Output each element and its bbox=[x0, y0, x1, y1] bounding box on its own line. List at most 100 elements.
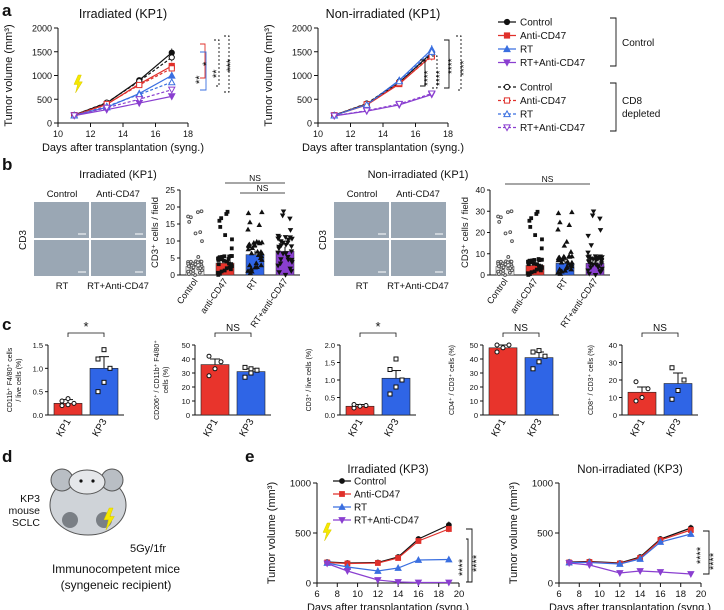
x-tick-label: 12 bbox=[373, 589, 384, 600]
data-point bbox=[246, 262, 253, 268]
mouse-label: KP3 bbox=[20, 493, 40, 505]
data-point bbox=[415, 538, 422, 544]
data-point bbox=[374, 577, 382, 584]
micrograph-label: Anti-CD47 bbox=[96, 189, 140, 200]
micrograph-label: RT+Anti-CD47 bbox=[87, 281, 149, 292]
sig-star: **** bbox=[457, 558, 469, 576]
data-point bbox=[564, 258, 571, 264]
chart-irradiated-kp1: 0 500 1000 1500 2000 10 12 14 16 18 Irradiated (KP… bbox=[3, 7, 237, 154]
sig-label: NS bbox=[257, 183, 269, 193]
data-point bbox=[59, 403, 65, 409]
sig-star: **** bbox=[695, 546, 707, 564]
data-point bbox=[285, 257, 292, 263]
data-point bbox=[633, 379, 639, 385]
data-point bbox=[669, 365, 675, 371]
x-tick-label: 12 bbox=[85, 129, 95, 139]
data-point bbox=[500, 345, 506, 351]
data-point bbox=[248, 250, 255, 256]
data-point bbox=[280, 251, 286, 257]
data-point bbox=[393, 384, 399, 390]
y-axis-label: cells (%) bbox=[163, 367, 170, 394]
y-tick-label: 10 bbox=[166, 236, 176, 246]
data-point bbox=[206, 353, 212, 359]
x-tick-label: KP3 bbox=[91, 417, 110, 439]
x-tick-label: 14 bbox=[635, 589, 646, 600]
data-point bbox=[223, 233, 228, 237]
data-point bbox=[501, 268, 505, 273]
y-axis-label: CD3⁺ / live cells (%) bbox=[305, 349, 313, 412]
legend-bracket bbox=[610, 17, 617, 67]
data-point bbox=[249, 268, 255, 274]
sig-bracket bbox=[432, 55, 438, 89]
data-point bbox=[216, 272, 221, 277]
data-point bbox=[248, 370, 254, 376]
y-tick-label: 0 bbox=[170, 270, 175, 280]
x-tick-label: KP3 bbox=[526, 417, 545, 439]
y-tick-label: 20 bbox=[609, 376, 617, 385]
data-point bbox=[193, 262, 198, 267]
y-tick-label: 50 bbox=[470, 341, 478, 350]
y-tick-label: 0 bbox=[548, 579, 553, 590]
data-point bbox=[59, 398, 65, 404]
data-point bbox=[195, 210, 200, 215]
data-point bbox=[363, 403, 369, 409]
data-point bbox=[229, 246, 234, 251]
y-tick-label: 30 bbox=[470, 369, 478, 378]
data-point bbox=[595, 257, 601, 262]
legend-item-label: RT bbox=[520, 45, 533, 56]
sig-bracket bbox=[214, 39, 220, 87]
data-point bbox=[220, 254, 225, 259]
data-point bbox=[343, 568, 352, 575]
y-axis-label: CD3⁺ cells / field bbox=[150, 197, 161, 268]
legend-marker bbox=[503, 97, 511, 104]
y-axis-label: CD3⁺ cells / field bbox=[460, 197, 471, 268]
x-tick-label: 10 bbox=[313, 129, 323, 139]
y-tick-label: 30 bbox=[182, 369, 190, 378]
data-point bbox=[494, 349, 500, 355]
data-point bbox=[536, 348, 542, 354]
data-point bbox=[687, 530, 695, 537]
panel-letter-b: b bbox=[2, 155, 12, 174]
y-axis-label: CD206⁺ / CD11b⁺ F4/80⁺ bbox=[153, 340, 161, 420]
y-tick-label: 2.0 bbox=[325, 341, 335, 350]
sig-label: NS bbox=[226, 323, 240, 334]
bar bbox=[524, 357, 554, 416]
data-point bbox=[187, 272, 191, 276]
sig-bracket bbox=[466, 528, 473, 583]
data-point bbox=[569, 259, 575, 265]
bar bbox=[89, 368, 119, 416]
data-point bbox=[597, 228, 604, 233]
data-point bbox=[289, 236, 295, 242]
y-tick-label: 500 bbox=[537, 529, 553, 540]
data-point bbox=[506, 255, 511, 259]
sig-star: ** bbox=[194, 75, 206, 84]
data-point bbox=[585, 233, 591, 239]
data-point bbox=[557, 219, 563, 225]
data-point bbox=[200, 239, 204, 244]
series-line-3 bbox=[326, 562, 449, 584]
x-axis-label: Days after transplantation (syng.) bbox=[549, 602, 711, 610]
data-point bbox=[285, 240, 291, 246]
data-point bbox=[245, 246, 252, 252]
y-tick-label: 10 bbox=[470, 397, 478, 406]
data-point bbox=[494, 342, 500, 348]
data-point bbox=[195, 260, 200, 265]
sig-star: **** bbox=[423, 70, 434, 86]
data-point bbox=[245, 242, 252, 248]
data-point bbox=[245, 226, 251, 232]
series-line-2 bbox=[327, 558, 449, 572]
data-point bbox=[687, 571, 695, 578]
data-point bbox=[323, 560, 331, 568]
data-point bbox=[242, 364, 248, 370]
micrograph-image bbox=[391, 202, 446, 238]
data-point bbox=[592, 273, 599, 278]
data-point bbox=[251, 242, 258, 248]
data-point bbox=[590, 209, 597, 215]
x-tick-label: 20 bbox=[696, 589, 707, 600]
sig-star: **** bbox=[708, 552, 720, 570]
data-point bbox=[218, 359, 224, 365]
data-point bbox=[387, 367, 393, 372]
y-tick-label: 0.5 bbox=[33, 388, 43, 397]
sig-star: * bbox=[201, 61, 213, 66]
data-point bbox=[675, 388, 681, 393]
